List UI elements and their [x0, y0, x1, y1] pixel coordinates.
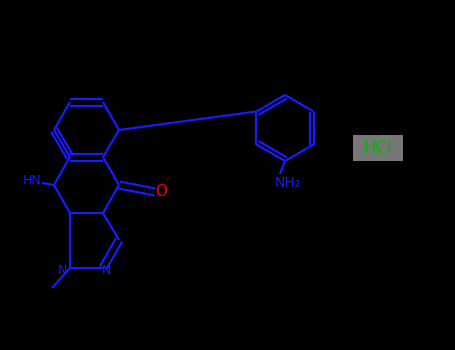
FancyBboxPatch shape — [353, 135, 403, 161]
Text: N: N — [101, 264, 111, 276]
Text: HCl: HCl — [364, 139, 392, 157]
Text: N: N — [57, 264, 67, 276]
Text: HN: HN — [23, 174, 41, 187]
Text: NH₂: NH₂ — [275, 176, 301, 190]
Text: O: O — [155, 184, 167, 200]
